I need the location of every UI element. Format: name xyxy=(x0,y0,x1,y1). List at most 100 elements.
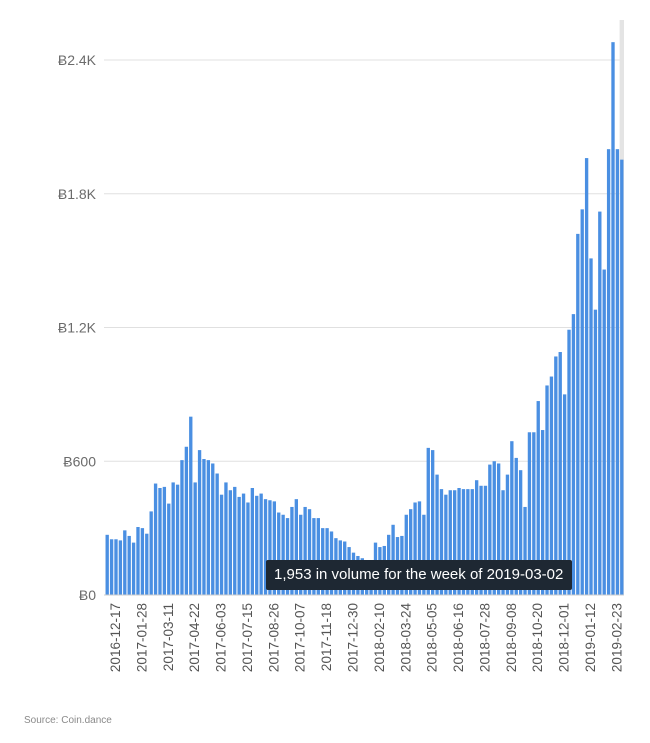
bar-2017-10-28[interactable] xyxy=(312,518,316,595)
bar-2017-04-15[interactable] xyxy=(189,416,193,595)
bar-2017-02-25[interactable] xyxy=(158,488,162,595)
bar-2018-06-30[interactable] xyxy=(466,489,470,595)
bar-2017-10-07[interactable] xyxy=(299,514,303,595)
bar-2019-01-12[interactable] xyxy=(589,258,593,595)
bar-2017-09-30[interactable] xyxy=(294,499,298,595)
bar-2018-12-01[interactable] xyxy=(562,394,567,595)
bar-2018-04-28[interactable] xyxy=(426,447,430,595)
bar-2018-10-06[interactable] xyxy=(527,432,532,595)
bar-2017-06-24[interactable] xyxy=(233,486,237,595)
bar-2018-12-15[interactable] xyxy=(571,314,576,595)
bar-2017-07-15[interactable] xyxy=(246,502,250,595)
bar-2018-03-31[interactable] xyxy=(409,509,413,595)
bar-2017-02-04[interactable] xyxy=(145,533,149,595)
bar-2017-09-23[interactable] xyxy=(290,506,294,595)
bar-2019-02-09[interactable] xyxy=(606,149,611,595)
bar-2018-11-24[interactable] xyxy=(558,352,562,595)
bar-2018-07-14[interactable] xyxy=(474,480,479,595)
bar-2018-07-07[interactable] xyxy=(470,489,474,595)
bar-2017-06-10[interactable] xyxy=(224,482,228,595)
bar-2017-05-13[interactable] xyxy=(206,460,211,595)
bar-2017-04-01[interactable] xyxy=(180,460,184,595)
bar-2018-05-19[interactable] xyxy=(439,489,444,595)
bar-2019-02-02[interactable] xyxy=(602,269,606,595)
bar-2017-04-08[interactable] xyxy=(184,446,189,595)
bar-2018-04-07[interactable] xyxy=(413,502,417,595)
bar-2018-08-04[interactable] xyxy=(488,464,492,595)
bar-2017-05-20[interactable] xyxy=(211,463,215,595)
bar-2018-11-03[interactable] xyxy=(545,385,549,595)
bar-2016-12-17[interactable] xyxy=(114,539,118,595)
bar-2017-02-11[interactable] xyxy=(149,511,153,595)
bar-2018-10-27[interactable] xyxy=(540,430,545,595)
bar-2018-06-16[interactable] xyxy=(457,488,461,595)
bar-2017-01-28[interactable] xyxy=(140,528,145,595)
bar-2018-08-18[interactable] xyxy=(496,463,501,595)
bar-2019-01-26[interactable] xyxy=(598,211,602,596)
bar-2018-09-15[interactable] xyxy=(514,457,518,595)
bar-2017-08-26[interactable] xyxy=(272,501,277,595)
bar-2018-05-12[interactable] xyxy=(435,474,439,595)
bar-2017-11-04[interactable] xyxy=(316,518,320,595)
bar-2017-05-06[interactable] xyxy=(202,459,206,595)
bar-2017-03-25[interactable] xyxy=(175,484,180,595)
bar-2017-06-17[interactable] xyxy=(228,490,233,595)
bar-2018-04-14[interactable] xyxy=(417,501,422,595)
bar-2017-08-12[interactable] xyxy=(263,499,268,595)
bar-2018-07-28[interactable] xyxy=(483,485,488,595)
bar-2018-03-24[interactable] xyxy=(404,514,408,595)
bar-2017-07-29[interactable] xyxy=(255,495,259,595)
bar-2018-05-26[interactable] xyxy=(444,494,448,595)
bar-2017-03-04[interactable] xyxy=(162,486,167,595)
bar-2018-08-11[interactable] xyxy=(492,461,496,595)
bar-2018-12-29[interactable] xyxy=(580,209,584,595)
bar-2018-12-08[interactable] xyxy=(567,329,571,595)
bar-2017-07-22[interactable] xyxy=(250,488,255,595)
bar-2017-08-05[interactable] xyxy=(259,493,263,595)
bar-2019-01-05[interactable] xyxy=(584,158,589,596)
bar-2017-10-21[interactable] xyxy=(307,509,312,595)
bar-2018-10-13[interactable] xyxy=(532,432,536,595)
bar-2016-12-24[interactable] xyxy=(118,540,123,595)
bar-2018-09-01[interactable] xyxy=(505,474,510,595)
bar-2017-02-18[interactable] xyxy=(153,483,158,595)
bar-2017-03-11[interactable] xyxy=(167,503,171,595)
bar-2018-09-29[interactable] xyxy=(523,506,527,595)
bar-2018-03-03[interactable] xyxy=(391,524,395,595)
bar-2018-11-10[interactable] xyxy=(549,376,554,595)
bar-2017-06-03[interactable] xyxy=(219,494,224,595)
bar-2017-03-18[interactable] xyxy=(171,482,175,595)
bar-2017-09-09[interactable] xyxy=(281,514,285,595)
bar-2018-06-09[interactable] xyxy=(452,490,457,595)
bar-2018-11-17[interactable] xyxy=(554,356,558,595)
bar-2016-12-03[interactable] xyxy=(105,534,109,595)
bar-2017-01-07[interactable] xyxy=(127,535,131,595)
bar-2017-01-14[interactable] xyxy=(131,542,136,595)
bar-2018-04-21[interactable] xyxy=(422,514,426,595)
bar-2018-06-02[interactable] xyxy=(448,490,452,595)
bar-2019-02-16[interactable] xyxy=(611,42,615,595)
bar-2016-12-31[interactable] xyxy=(123,530,127,595)
bar-2017-04-22[interactable] xyxy=(193,482,197,595)
bar-2018-08-25[interactable] xyxy=(501,490,505,595)
bar-2016-12-10[interactable] xyxy=(109,539,114,595)
bar-2018-07-21[interactable] xyxy=(479,485,483,595)
bar-2017-04-29[interactable] xyxy=(197,450,202,595)
bar-2017-07-01[interactable] xyxy=(237,496,241,595)
bar-2018-10-20[interactable] xyxy=(536,401,540,595)
bar-2019-02-23[interactable] xyxy=(615,149,620,595)
bar-2019-03-02[interactable] xyxy=(620,159,624,596)
bar-2018-06-23[interactable] xyxy=(461,489,466,595)
bar-2018-05-05[interactable] xyxy=(431,450,435,595)
bar-2017-09-02[interactable] xyxy=(277,512,281,595)
bar-2018-09-22[interactable] xyxy=(518,470,523,595)
bar-2017-05-27[interactable] xyxy=(215,473,219,595)
bar-2017-09-16[interactable] xyxy=(285,518,290,595)
bar-2018-09-08[interactable] xyxy=(510,441,514,595)
bar-2017-01-21[interactable] xyxy=(136,527,140,595)
bar-2018-12-22[interactable] xyxy=(576,233,580,595)
bar-2017-08-19[interactable] xyxy=(268,500,272,595)
bar-2019-01-19[interactable] xyxy=(593,309,598,595)
bar-2017-10-14[interactable] xyxy=(303,506,307,595)
bar-2017-07-08[interactable] xyxy=(241,493,246,595)
